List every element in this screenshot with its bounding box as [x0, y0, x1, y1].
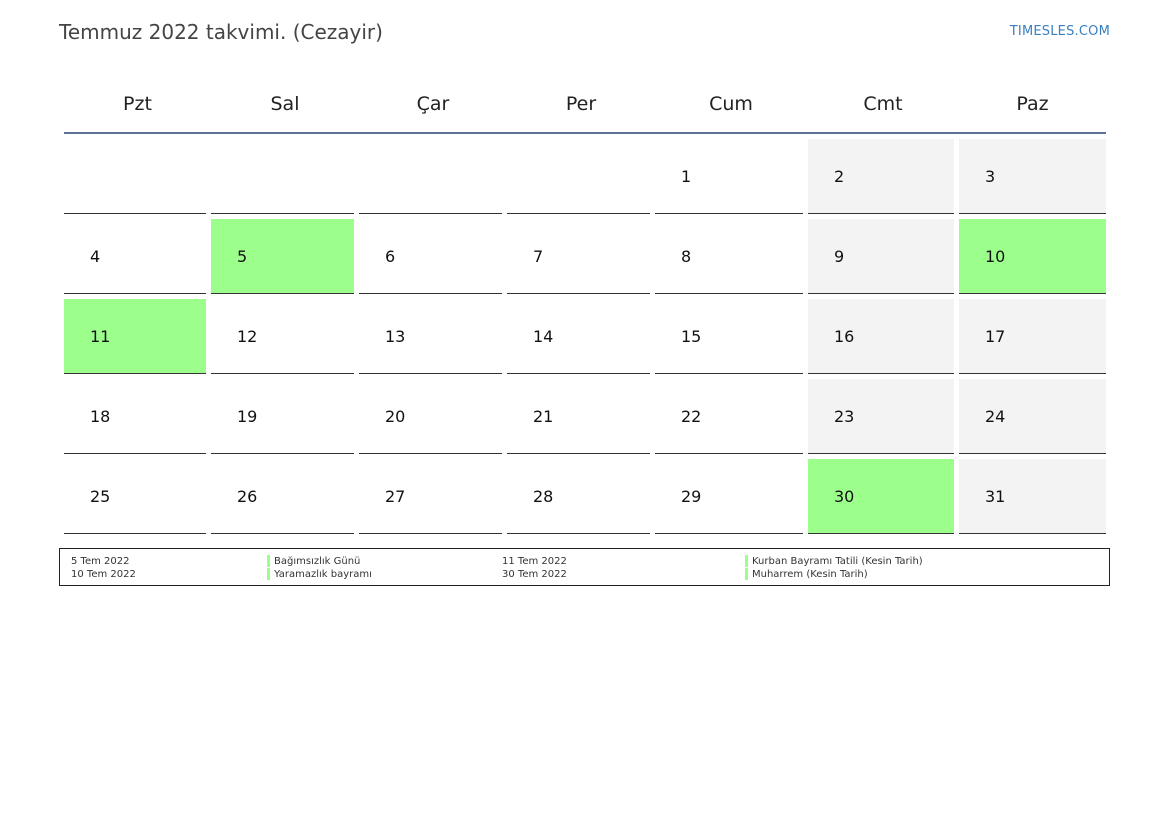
day-cell: 16: [808, 299, 954, 374]
day-number: 28: [533, 487, 554, 506]
day-number: 14: [533, 327, 554, 346]
day-cell: 10: [959, 219, 1106, 294]
day-cell: 5: [211, 219, 354, 294]
day-cell: 14: [507, 299, 650, 374]
day-cell: 8: [655, 219, 803, 294]
day-number: 20: [385, 407, 406, 426]
legend-holiday-name: Muharrem (Kesin Tarih): [745, 568, 923, 581]
day-cell: 7: [507, 219, 650, 294]
day-cell: 18: [64, 379, 206, 454]
day-cell: 21: [507, 379, 650, 454]
day-number: 6: [385, 247, 396, 266]
day-cell: 29: [655, 459, 803, 534]
day-number: 21: [533, 407, 554, 426]
day-number: 31: [985, 487, 1006, 506]
legend-names-2: Kurban Bayramı Tatili (Kesin Tarih) Muha…: [745, 555, 923, 581]
day-cell: 12: [211, 299, 354, 374]
weekday-label: Per: [565, 93, 597, 115]
legend-date: 5 Tem 2022: [71, 556, 130, 567]
weekday-label: Çar: [416, 93, 450, 115]
day-number: 24: [985, 407, 1006, 426]
day-number: 11: [90, 327, 111, 346]
legend-dates-2: 11 Tem 2022 30 Tem 2022: [502, 555, 567, 581]
day-number: 15: [681, 327, 702, 346]
day-number: 2: [834, 167, 845, 186]
day-cell: 2: [808, 139, 954, 214]
day-number: 27: [385, 487, 406, 506]
day-cell: 30: [808, 459, 954, 534]
day-cell: 15: [655, 299, 803, 374]
day-number: 18: [90, 407, 111, 426]
day-number: 9: [834, 247, 845, 266]
legend-holiday-name: Kurban Bayramı Tatili (Kesin Tarih): [745, 555, 923, 568]
day-cell: 25: [64, 459, 206, 534]
day-cell: 20: [359, 379, 502, 454]
weekday-label: Paz: [1016, 93, 1049, 115]
legend-dates-1: 5 Tem 2022 10 Tem 2022: [71, 555, 136, 581]
page-title: Temmuz 2022 takvimi. (Cezayir): [59, 20, 383, 44]
weekday-label: Pzt: [123, 93, 152, 115]
day-number: 26: [237, 487, 258, 506]
day-cell: 1: [655, 139, 803, 214]
day-cell: 31: [959, 459, 1106, 534]
day-number: 23: [834, 407, 855, 426]
day-cell: 9: [808, 219, 954, 294]
empty-day-cell: [359, 139, 502, 214]
day-cell: 11: [64, 299, 206, 374]
weekday-label: Cmt: [863, 93, 903, 115]
empty-day-cell: [64, 139, 206, 214]
day-cell: 19: [211, 379, 354, 454]
weekday-label: Cum: [709, 93, 753, 115]
day-number: 29: [681, 487, 702, 506]
legend-names-1: Bağımsızlık Günü Yaramazlık bayramı: [267, 555, 372, 581]
day-number: 1: [681, 167, 692, 186]
weekday-header: Pzt Sal Çar Per Cum Cmt Paz: [64, 76, 1106, 134]
day-cell: 17: [959, 299, 1106, 374]
legend-date: 10 Tem 2022: [71, 569, 136, 580]
legend-holiday-name: Bağımsızlık Günü: [267, 555, 372, 568]
day-cell: 13: [359, 299, 502, 374]
day-number: 4: [90, 247, 101, 266]
day-cell: 27: [359, 459, 502, 534]
legend-holiday-name: Yaramazlık bayramı: [267, 568, 372, 581]
day-cell: 6: [359, 219, 502, 294]
holiday-legend: 5 Tem 2022 10 Tem 2022 Bağımsızlık Günü …: [59, 548, 1110, 586]
day-cell: 3: [959, 139, 1106, 214]
calendar-grid: 1 2 3 4 5 6 7 8 9 10 11 12 13 14 15 16 17 18 19 20 21 22 23 24 2…: [64, 139, 1106, 534]
day-cell: 24: [959, 379, 1106, 454]
empty-day-cell: [507, 139, 650, 214]
day-number: 19: [237, 407, 258, 426]
brand-link[interactable]: TIMESLES.COM: [1009, 24, 1110, 39]
empty-day-cell: [211, 139, 354, 214]
day-cell: 28: [507, 459, 650, 534]
day-cell: 4: [64, 219, 206, 294]
day-number: 5: [237, 247, 248, 266]
day-number: 16: [834, 327, 855, 346]
day-number: 25: [90, 487, 111, 506]
day-cell: 23: [808, 379, 954, 454]
weekday-label: Sal: [270, 93, 300, 115]
day-number: 8: [681, 247, 692, 266]
day-number: 3: [985, 167, 996, 186]
day-number: 30: [834, 487, 855, 506]
legend-date: 30 Tem 2022: [502, 569, 567, 580]
legend-date: 11 Tem 2022: [502, 556, 567, 567]
day-cell: 22: [655, 379, 803, 454]
day-number: 12: [237, 327, 258, 346]
day-number: 13: [385, 327, 406, 346]
day-number: 22: [681, 407, 702, 426]
day-cell: 26: [211, 459, 354, 534]
day-number: 7: [533, 247, 544, 266]
day-number: 17: [985, 327, 1006, 346]
day-number: 10: [985, 247, 1006, 266]
